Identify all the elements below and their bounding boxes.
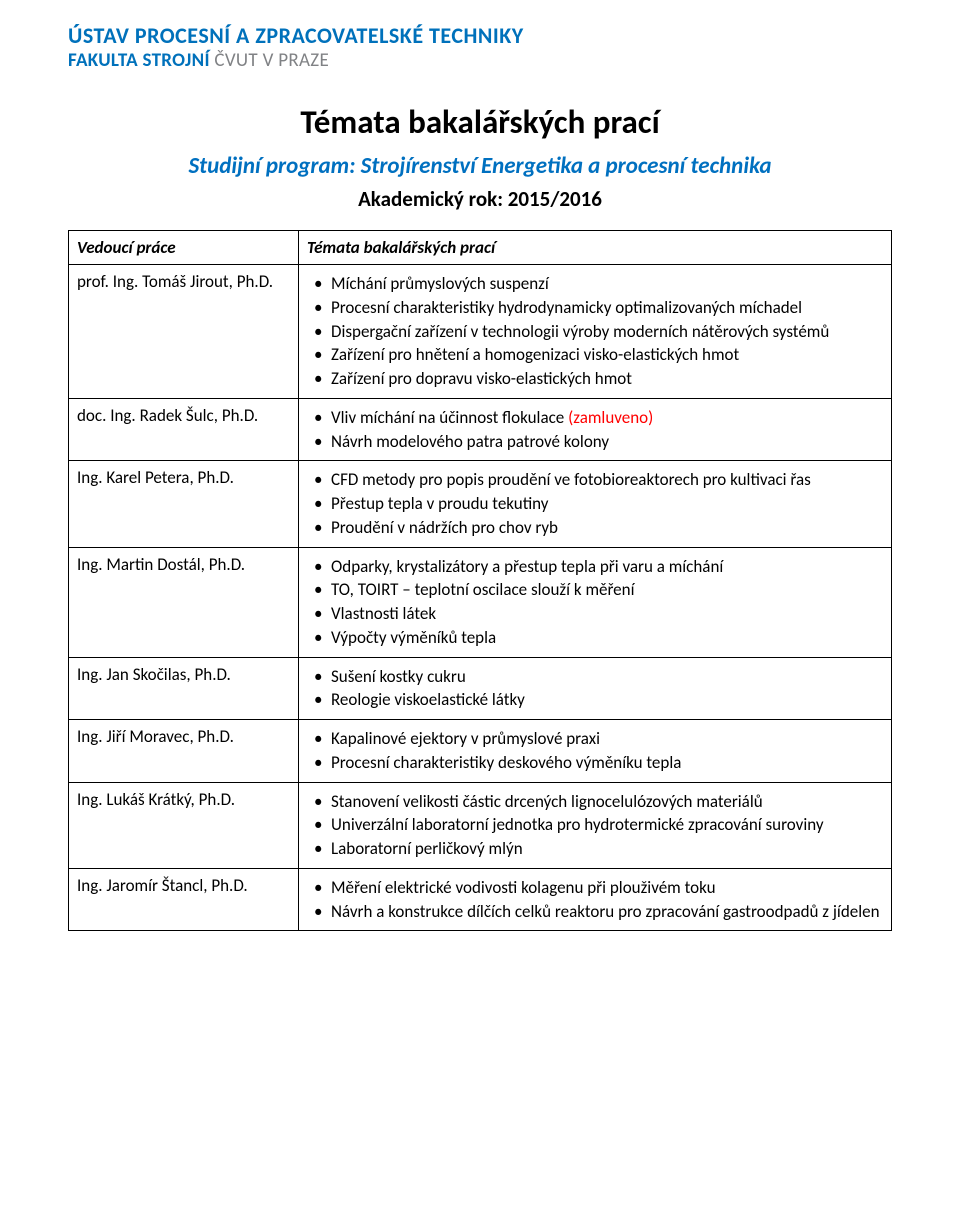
topic-item: Návrh a konstrukce dílčích celků reaktor… [331,901,883,923]
topic-item: Reologie viskoelastické látky [331,689,883,711]
topic-text: Vliv míchání na účinnost flokulace [331,407,568,428]
topic-item: Míchání průmyslových suspenzí [331,273,883,295]
supervisor-cell: Ing. Lukáš Krátký, Ph.D. [69,782,299,868]
supervisor-cell: Ing. Jiří Moravec, Ph.D. [69,720,299,783]
table-row: Ing. Jan Skočilas, Ph.D.Sušení kostky cu… [69,657,892,720]
topic-item: Dispergační zařízení v technologii výrob… [331,321,883,343]
topic-item: TO, TOIRT – teplotní oscilace slouží k m… [331,579,883,601]
page-subtitle: Studijní program: Strojírenství Energeti… [68,152,892,180]
table-header-supervisor: Vedoucí práce [69,231,299,265]
topic-item: Univerzální laboratorní jednotka pro hyd… [331,814,883,836]
topic-text: Zařízení pro dopravu visko-elastických h… [331,368,632,389]
topics-cell: Stanovení velikosti částic drcených lign… [299,782,892,868]
topic-item: Odparky, krystalizátory a přestup tepla … [331,556,883,578]
topics-cell: Sušení kostky cukruReologie viskoelastic… [299,657,892,720]
topic-item: Návrh modelového patra patrové kolony [331,431,883,453]
table-row: Ing. Martin Dostál, Ph.D. Odparky, krysta… [69,547,892,657]
topics-list: Vliv míchání na účinnost flokulace (zaml… [307,407,883,453]
header-line-2: FAKULTA STROJNÍ ČVUT V PRAZE [68,49,892,72]
header-line-2-light: ČVUT V PRAZE [210,49,329,72]
topic-text: Procesní charakteristiky hydrodynamicky … [331,297,802,318]
topic-text: Proudění v nádržích pro chov ryb [331,517,558,538]
topic-text: Laboratorní perličkový mlýn [331,838,523,859]
topic-text: Procesní charakteristiky deskového výměn… [331,752,681,773]
topic-item: Výpočty výměníků tepla [331,627,883,649]
topic-item: Stanovení velikosti částic drcených lign… [331,791,883,813]
topic-item: CFD metody pro popis proudění ve fotobio… [331,469,883,491]
topic-reserved-label: (zamluveno) [568,407,653,428]
topics-cell: Měření elektrické vodivosti kolagenu při… [299,868,892,931]
supervisor-cell: Ing. Karel Petera, Ph.D. [69,461,299,547]
topics-list: CFD metody pro popis proudění ve fotobio… [307,469,883,538]
topic-item: Zařízení pro dopravu visko-elastických h… [331,368,883,390]
topic-text: Zařízení pro hnětení a homogenizaci visk… [331,344,739,365]
topic-text: Míchání průmyslových suspenzí [331,273,549,294]
topic-text: Odparky, krystalizátory a přestup tepla … [331,556,723,577]
topic-item: Procesní charakteristiky hydrodynamicky … [331,297,883,319]
topic-text: Přestup tepla v proudu tekutiny [331,493,549,514]
topic-text: Kapalinové ejektory v průmyslové praxi [331,728,600,749]
supervisor-cell: Ing. Martin Dostál, Ph.D. [69,547,299,657]
table-row: doc. Ing. Radek Šulc, Ph.D. Vliv míchání … [69,398,892,461]
academic-year: Akademický rok: 2015/2016 [68,186,892,212]
supervisor-cell: Ing. Jaromír Štancl, Ph.D. [69,868,299,931]
topic-text: Výpočty výměníků tepla [331,627,496,648]
topic-text: Sušení kostky cukru [331,666,466,687]
topic-text: Reologie viskoelastické látky [331,689,525,710]
topics-list: Stanovení velikosti částic drcených lign… [307,791,883,860]
topic-item: Proudění v nádržích pro chov ryb [331,517,883,539]
topic-item: Kapalinové ejektory v průmyslové praxi [331,728,883,750]
topic-item: Měření elektrické vodivosti kolagenu při… [331,877,883,899]
supervisor-cell: doc. Ing. Radek Šulc, Ph.D. [69,398,299,461]
topics-list: Sušení kostky cukruReologie viskoelastic… [307,666,883,712]
topic-item: Zařízení pro hnětení a homogenizaci visk… [331,344,883,366]
topic-item: Vlastnosti látek [331,603,883,625]
topics-list: Míchání průmyslových suspenzí Procesní ch… [307,273,883,390]
topics-list: Měření elektrické vodivosti kolagenu při… [307,877,883,923]
supervisor-cell: Ing. Jan Skočilas, Ph.D. [69,657,299,720]
topics-cell: Míchání průmyslových suspenzí Procesní ch… [299,265,892,399]
institution-header: ÚSTAV PROCESNÍ A ZPRACOVATELSKÉ TECHNIKY… [68,22,892,72]
topic-item: Přestup tepla v proudu tekutiny [331,493,883,515]
topic-text: CFD metody pro popis proudění ve fotobio… [331,469,811,490]
topic-text: Stanovení velikosti částic drcených lign… [331,791,763,812]
topics-list: Odparky, krystalizátory a přestup tepla … [307,556,883,649]
page-title: Témata bakalářských prací [68,102,892,142]
topic-text: Návrh modelového patra patrové kolony [331,431,609,452]
page: ÚSTAV PROCESNÍ A ZPRACOVATELSKÉ TECHNIKY… [0,0,960,1208]
supervisor-cell: prof. Ing. Tomáš Jirout, Ph.D. [69,265,299,399]
header-line-2-bold: FAKULTA STROJNÍ [68,49,210,72]
topic-text: Návrh a konstrukce dílčích celků reaktor… [331,901,880,922]
topic-item: Procesní charakteristiky deskového výměn… [331,752,883,774]
table-header-topics: Témata bakalářských prací [299,231,892,265]
topics-cell: Kapalinové ejektory v průmyslové praxi Pr… [299,720,892,783]
table-body: prof. Ing. Tomáš Jirout, Ph.D.Míchání pr… [69,265,892,931]
table-row: Ing. Lukáš Krátký, Ph.D. Stanovení veliko… [69,782,892,868]
header-line-1: ÚSTAV PROCESNÍ A ZPRACOVATELSKÉ TECHNIKY [68,22,892,49]
topic-text: Vlastnosti látek [331,603,436,624]
topic-text: Měření elektrické vodivosti kolagenu při… [331,877,716,898]
table-header-row: Vedoucí práce Témata bakalářských prací [69,231,892,265]
table-row: prof. Ing. Tomáš Jirout, Ph.D.Míchání pr… [69,265,892,399]
topic-item: Vliv míchání na účinnost flokulace (zaml… [331,407,883,429]
topic-text: Univerzální laboratorní jednotka pro hyd… [331,814,824,835]
topics-cell: Vliv míchání na účinnost flokulace (zaml… [299,398,892,461]
table-row: Ing. Jaromír Štancl, Ph.D. Měření elektri… [69,868,892,931]
topic-text: Dispergační zařízení v technologii výrob… [331,321,829,342]
topics-cell: CFD metody pro popis proudění ve fotobio… [299,461,892,547]
table-row: Ing. Jiří Moravec, Ph.D.Kapalinové ejekt… [69,720,892,783]
topic-item: Laboratorní perličkový mlýn [331,838,883,860]
topics-cell: Odparky, krystalizátory a přestup tepla … [299,547,892,657]
topic-item: Sušení kostky cukru [331,666,883,688]
topic-text: TO, TOIRT – teplotní oscilace slouží k m… [331,579,634,600]
table-row: Ing. Karel Petera, Ph.D. CFD metody pro p… [69,461,892,547]
topics-list: Kapalinové ejektory v průmyslové praxi Pr… [307,728,883,774]
topics-table: Vedoucí práce Témata bakalářských prací … [68,230,892,931]
